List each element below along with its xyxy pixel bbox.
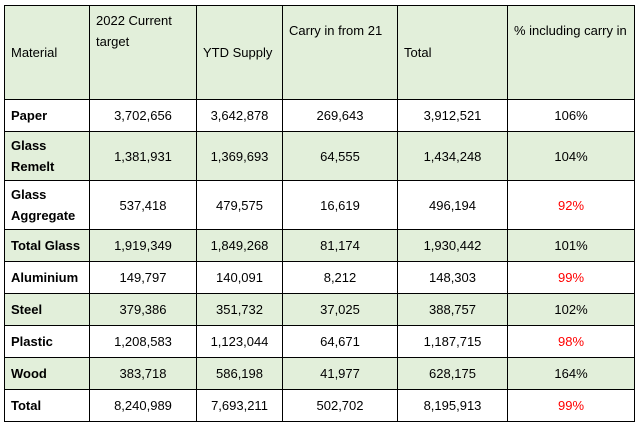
header-current-target: 2022 Current target [89,5,197,100]
header-total: Total [397,5,508,100]
percent-cell: 99% [507,261,635,294]
ytd-cell: 3,642,878 [196,99,283,132]
material-cell: Plastic [4,325,90,358]
percent-cell: 101% [507,229,635,262]
ytd-cell: 140,091 [196,261,283,294]
header-material: Material [4,5,90,100]
percent-cell: 164% [507,357,635,390]
target-cell: 383,718 [89,357,197,390]
carry-cell: 269,643 [282,99,398,132]
table-row: Steel 379,386 351,732 37,025 388,757 102… [4,293,635,326]
total-cell: 8,195,913 [397,389,508,422]
table-row: Paper 3,702,656 3,642,878 269,643 3,912,… [4,99,635,132]
percent-cell: 99% [507,389,635,422]
header-carry-in: Carry in from 21 [282,5,398,100]
ytd-cell: 1,849,268 [196,229,283,262]
material-cell: Aluminium [4,261,90,294]
target-cell: 8,240,989 [89,389,197,422]
total-cell: 1,187,715 [397,325,508,358]
header-percent-including-carry: % including carry in [507,5,635,100]
ytd-cell: 479,575 [196,180,283,230]
table-row: Aluminium 149,797 140,091 8,212 148,303 … [4,261,635,294]
target-cell: 379,386 [89,293,197,326]
table-row: Glass Remelt 1,381,931 1,369,693 64,555 … [4,131,635,181]
material-cell: Glass Remelt [4,131,90,181]
percent-cell: 102% [507,293,635,326]
ytd-cell: 586,198 [196,357,283,390]
ytd-cell: 1,123,044 [196,325,283,358]
material-cell: Steel [4,293,90,326]
target-cell: 1,381,931 [89,131,197,181]
table-row: Total Glass 1,919,349 1,849,268 81,174 1… [4,229,635,262]
target-cell: 149,797 [89,261,197,294]
material-cell: Total [4,389,90,422]
material-cell: Glass Aggregate [4,180,90,230]
percent-cell: 92% [507,180,635,230]
target-cell: 537,418 [89,180,197,230]
table-row: Total 8,240,989 7,693,211 502,702 8,195,… [4,389,635,422]
material-cell: Paper [4,99,90,132]
total-cell: 1,434,248 [397,131,508,181]
table-row: Glass Aggregate 537,418 479,575 16,619 4… [4,180,635,230]
total-cell: 1,930,442 [397,229,508,262]
percent-cell: 98% [507,325,635,358]
percent-cell: 106% [507,99,635,132]
ytd-cell: 351,732 [196,293,283,326]
total-cell: 628,175 [397,357,508,390]
table-header-row: Material 2022 Current target YTD Supply … [4,5,635,100]
total-cell: 388,757 [397,293,508,326]
carry-cell: 64,671 [282,325,398,358]
header-ytd-supply: YTD Supply [196,5,283,100]
material-cell: Total Glass [4,229,90,262]
table-row: Plastic 1,208,583 1,123,044 64,671 1,187… [4,325,635,358]
target-cell: 3,702,656 [89,99,197,132]
ytd-cell: 1,369,693 [196,131,283,181]
supply-table-container: Material 2022 Current target YTD Supply … [4,5,635,422]
carry-cell: 41,977 [282,357,398,390]
carry-cell: 8,212 [282,261,398,294]
target-cell: 1,208,583 [89,325,197,358]
total-cell: 496,194 [397,180,508,230]
carry-cell: 502,702 [282,389,398,422]
percent-cell: 104% [507,131,635,181]
target-cell: 1,919,349 [89,229,197,262]
carry-cell: 16,619 [282,180,398,230]
carry-cell: 81,174 [282,229,398,262]
carry-cell: 64,555 [282,131,398,181]
total-cell: 148,303 [397,261,508,294]
total-cell: 3,912,521 [397,99,508,132]
ytd-cell: 7,693,211 [196,389,283,422]
table-row: Wood 383,718 586,198 41,977 628,175 164% [4,357,635,390]
carry-cell: 37,025 [282,293,398,326]
supply-table: Material 2022 Current target YTD Supply … [4,5,635,422]
material-cell: Wood [4,357,90,390]
